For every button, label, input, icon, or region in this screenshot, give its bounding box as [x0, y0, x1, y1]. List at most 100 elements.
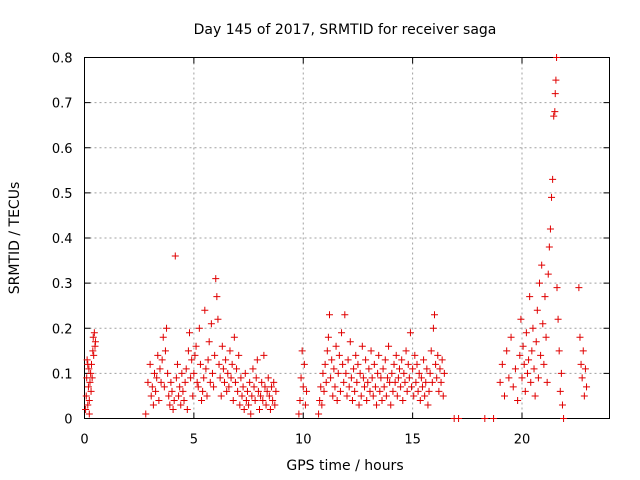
data-point: [333, 396, 341, 404]
data-point: [234, 387, 242, 395]
data-point: [210, 383, 218, 391]
data-point: [201, 306, 209, 314]
data-point: [166, 401, 174, 409]
data-point: [269, 396, 277, 404]
data-point: [402, 347, 410, 355]
data-point: [343, 392, 351, 400]
data-point: [346, 338, 354, 346]
data-point: [142, 410, 150, 418]
data-point: [369, 392, 377, 400]
y-axis-label: SRMTID / TECUs: [7, 182, 23, 295]
data-point: [514, 396, 522, 404]
data-point: [385, 342, 393, 350]
data-point: [272, 387, 280, 395]
data-point: [429, 324, 437, 332]
data-point: [238, 392, 246, 400]
data-point: [523, 369, 531, 377]
data-point: [153, 374, 161, 382]
grid: [84, 57, 610, 419]
data-point: [335, 351, 343, 359]
data-point: [259, 396, 267, 404]
data-point: [243, 387, 251, 395]
data-point: [192, 342, 200, 350]
data-point: [579, 347, 587, 355]
data-point: [227, 374, 235, 382]
x-tick-label: 10: [295, 433, 312, 448]
data-point: [300, 360, 308, 368]
data-point: [341, 311, 349, 319]
data-point: [423, 365, 431, 373]
data-point: [394, 374, 402, 382]
data-point: [361, 383, 368, 391]
data-point: [208, 369, 216, 377]
data-point: [217, 392, 225, 400]
data-point: [239, 383, 247, 391]
data-point: [426, 369, 434, 377]
data-point: [214, 315, 222, 323]
y-tick-label: 0.5: [52, 187, 73, 202]
data-point: [295, 410, 303, 418]
data-point: [218, 342, 226, 350]
y-tick-label: 0.6: [52, 142, 73, 157]
y-tick-label: 0.1: [52, 367, 73, 382]
data-point: [260, 351, 268, 359]
data-point: [332, 342, 340, 350]
data-point: [496, 378, 504, 386]
data-point: [387, 401, 395, 409]
y-tick-label: 0: [64, 413, 72, 428]
data-point: [247, 410, 255, 418]
data-point: [262, 401, 270, 409]
chart-title: Day 145 of 2017, SRMTID for receiver sag…: [194, 22, 497, 38]
data-point: [316, 396, 324, 404]
data-point: [537, 351, 545, 359]
data-point: [160, 383, 168, 391]
data-point: [551, 108, 559, 116]
data-point: [558, 401, 566, 409]
data-point: [184, 347, 192, 355]
data-point: [398, 356, 406, 364]
data-point: [408, 383, 416, 391]
data-point: [417, 374, 425, 382]
data-point: [549, 175, 557, 183]
data-point: [362, 356, 370, 364]
data-point: [331, 383, 339, 391]
data-point: [375, 351, 383, 359]
data-point: [511, 365, 519, 373]
data-point: [437, 378, 445, 386]
data-point: [338, 329, 346, 337]
data-point: [252, 374, 260, 382]
data-point: [340, 378, 348, 386]
data-point: [226, 347, 234, 355]
y-tick-label: 0.4: [52, 232, 73, 247]
data-point: [147, 392, 155, 400]
data-point: [413, 360, 421, 368]
data-point: [377, 374, 385, 382]
data-point: [236, 401, 244, 409]
data-point: [545, 243, 553, 251]
data-point: [318, 401, 326, 409]
data-point: [89, 333, 97, 341]
data-point: [315, 410, 323, 418]
data-point: [370, 360, 378, 368]
data-point: [195, 324, 203, 332]
data-point: [157, 378, 165, 386]
data-point: [553, 284, 561, 292]
data-point: [421, 392, 429, 400]
data-point: [507, 333, 515, 341]
data-point: [183, 405, 191, 413]
data-point: [261, 383, 269, 391]
data-point: [538, 261, 546, 269]
data-point: [320, 387, 328, 395]
data-point: [83, 356, 91, 364]
data-point: [415, 369, 423, 377]
data-point: [583, 383, 591, 391]
data-point: [271, 401, 279, 409]
data-point: [175, 392, 183, 400]
data-point: [409, 365, 417, 373]
data-point: [85, 410, 93, 418]
data-point: [90, 329, 98, 337]
data-point: [328, 356, 336, 364]
data-point: [206, 378, 214, 386]
data-point: [190, 369, 198, 377]
